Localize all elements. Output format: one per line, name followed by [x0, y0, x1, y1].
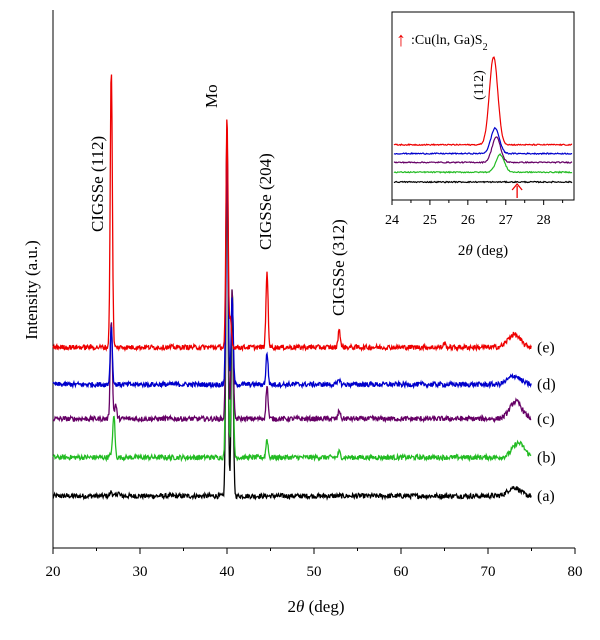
inset-x-tick-label: 26 [461, 213, 475, 228]
series-label: (e) [537, 339, 555, 356]
main-axes: 20 30 40 50 60 70 80 (a) (b) (c) (d) (e) CIGSSe (1… [22, 10, 583, 616]
inset-x-tick-label: 24 [385, 213, 399, 228]
main-y-axis-title: Intensity (a.u.) [22, 240, 41, 340]
peak-label: CIGSSe (312) [329, 219, 348, 316]
series-label: (b) [537, 449, 556, 466]
inset-arrow-glyph: ↑ [396, 29, 406, 51]
peak-label: Mo [202, 84, 221, 108]
main-x-tick-label: 20 [46, 564, 61, 580]
inset-x-tick-label: 28 [537, 213, 551, 228]
inset-series-3 [393, 126, 573, 156]
inset-peak-label: (112) [472, 70, 487, 100]
main-peak-labels: CIGSSe (112) Mo CIGSSe (204) CIGSSe (312) [88, 84, 348, 316]
main-series-group [52, 74, 532, 501]
main-x-tick-label: 80 [568, 564, 583, 580]
peak-label: CIGSSe (112) [88, 136, 107, 232]
xrd-series-0 [52, 143, 532, 501]
main-x-axis-title: 2θ (deg) [288, 597, 345, 616]
main-x-tick-label: 40 [220, 564, 235, 580]
inset-x-axis-title: 2θ (deg) [458, 243, 508, 259]
inset-series-2 [393, 136, 573, 164]
inset-series-4 [393, 56, 573, 147]
inset-series-0 [393, 180, 573, 184]
inset-arrow-head [511, 182, 523, 191]
main-x-tick-label: 30 [133, 564, 148, 580]
xrd-series-1 [52, 134, 532, 463]
main-x-tick-label: 60 [394, 564, 409, 580]
inset-series-1 [393, 152, 573, 174]
inset-series-group [393, 56, 573, 184]
xrd-series-2 [52, 138, 532, 424]
main-x-ticks: 20 30 40 50 60 70 80 [46, 548, 583, 580]
xrd-series-4 [52, 74, 532, 353]
main-x-tick-label: 50 [307, 564, 322, 580]
peak-label: CIGSSe (204) [256, 153, 275, 250]
xrd-series-3 [52, 129, 532, 390]
inset-x-tick-label: 27 [499, 213, 513, 228]
series-label: (a) [537, 488, 555, 505]
series-label: (c) [537, 411, 555, 428]
inset-frame [391, 11, 575, 201]
inset-x-ticks: 24 25 26 27 28 [385, 200, 564, 228]
inset-x-tick-label: 25 [423, 213, 437, 228]
series-label: (d) [537, 376, 556, 393]
main-x-tick-label: 70 [481, 564, 496, 580]
main-series-labels: (a) (b) (c) (d) (e) [537, 339, 556, 505]
inset-red-arrow-marker [511, 182, 523, 198]
inset-plot: 24 25 26 27 28 ↑ :Cu(ln, Ga)S2 (112) 2θ (deg… [385, 11, 575, 259]
inset-annotation-text: :Cu(ln, Ga)S2 [411, 33, 488, 53]
